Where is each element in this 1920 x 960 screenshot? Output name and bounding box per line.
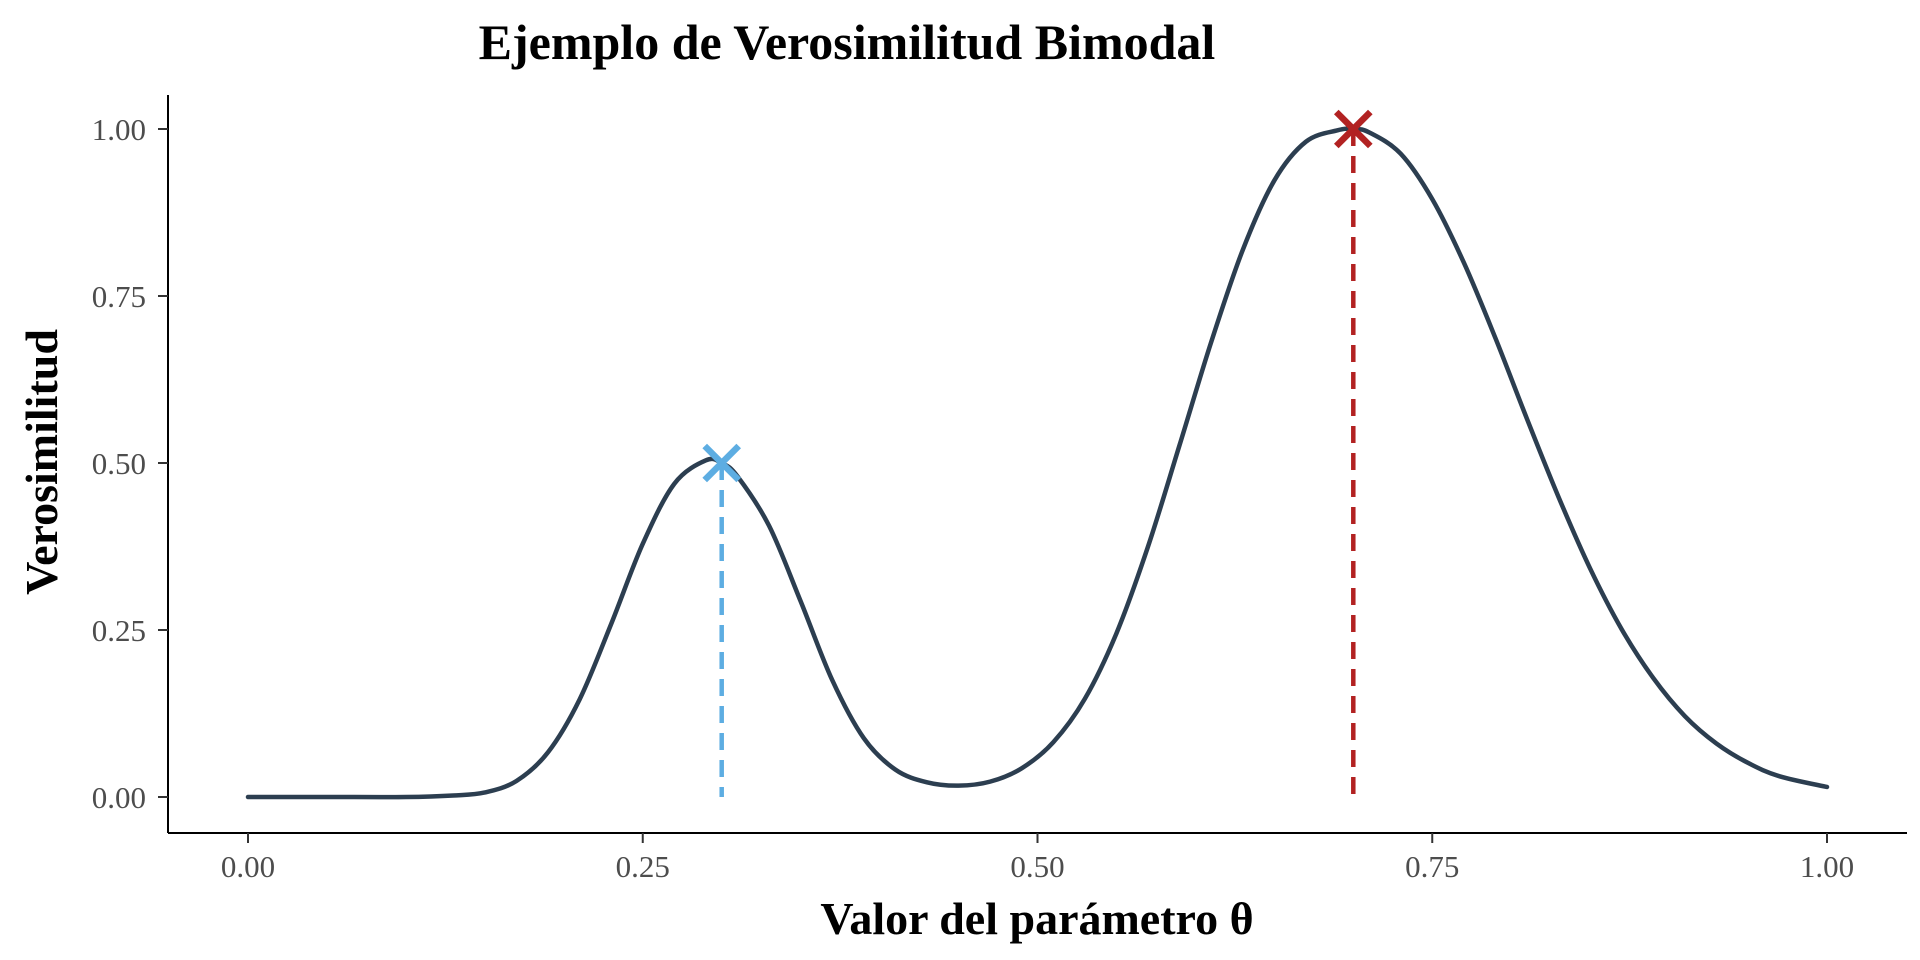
y-tick-label: 0.50 (92, 446, 146, 481)
peak-marker (702, 443, 741, 483)
chart-title: Ejemplo de Verosimilitud Bimodal (479, 14, 1216, 70)
x-tick-label: 0.50 (1010, 849, 1064, 884)
x-tick-label: 0.00 (221, 849, 275, 884)
x-tick-label: 1.00 (1800, 849, 1854, 884)
y-tick-label: 0.25 (92, 613, 146, 648)
x-ticks: 0.00 0.25 0.50 0.75 1.00 (221, 833, 1854, 884)
y-tick-label: 0.00 (92, 780, 146, 815)
series-layer (245, 126, 1830, 800)
y-tick-label: 1.00 (92, 112, 146, 147)
y-ticks: 0.00 0.25 0.50 0.75 1.00 (92, 112, 168, 815)
peak-markers (702, 109, 1373, 483)
y-axis-title: Verosimilitud (16, 329, 67, 595)
x-tick-label: 0.25 (616, 849, 670, 884)
peak-marker (1334, 109, 1373, 149)
likelihood-curve (245, 126, 1830, 800)
x-axis-title: Valor del parámetro θ (820, 893, 1253, 944)
x-tick-label: 0.75 (1405, 849, 1459, 884)
axes (167, 95, 1907, 834)
y-tick-label: 0.75 (92, 279, 146, 314)
peak-guides (719, 129, 1356, 797)
